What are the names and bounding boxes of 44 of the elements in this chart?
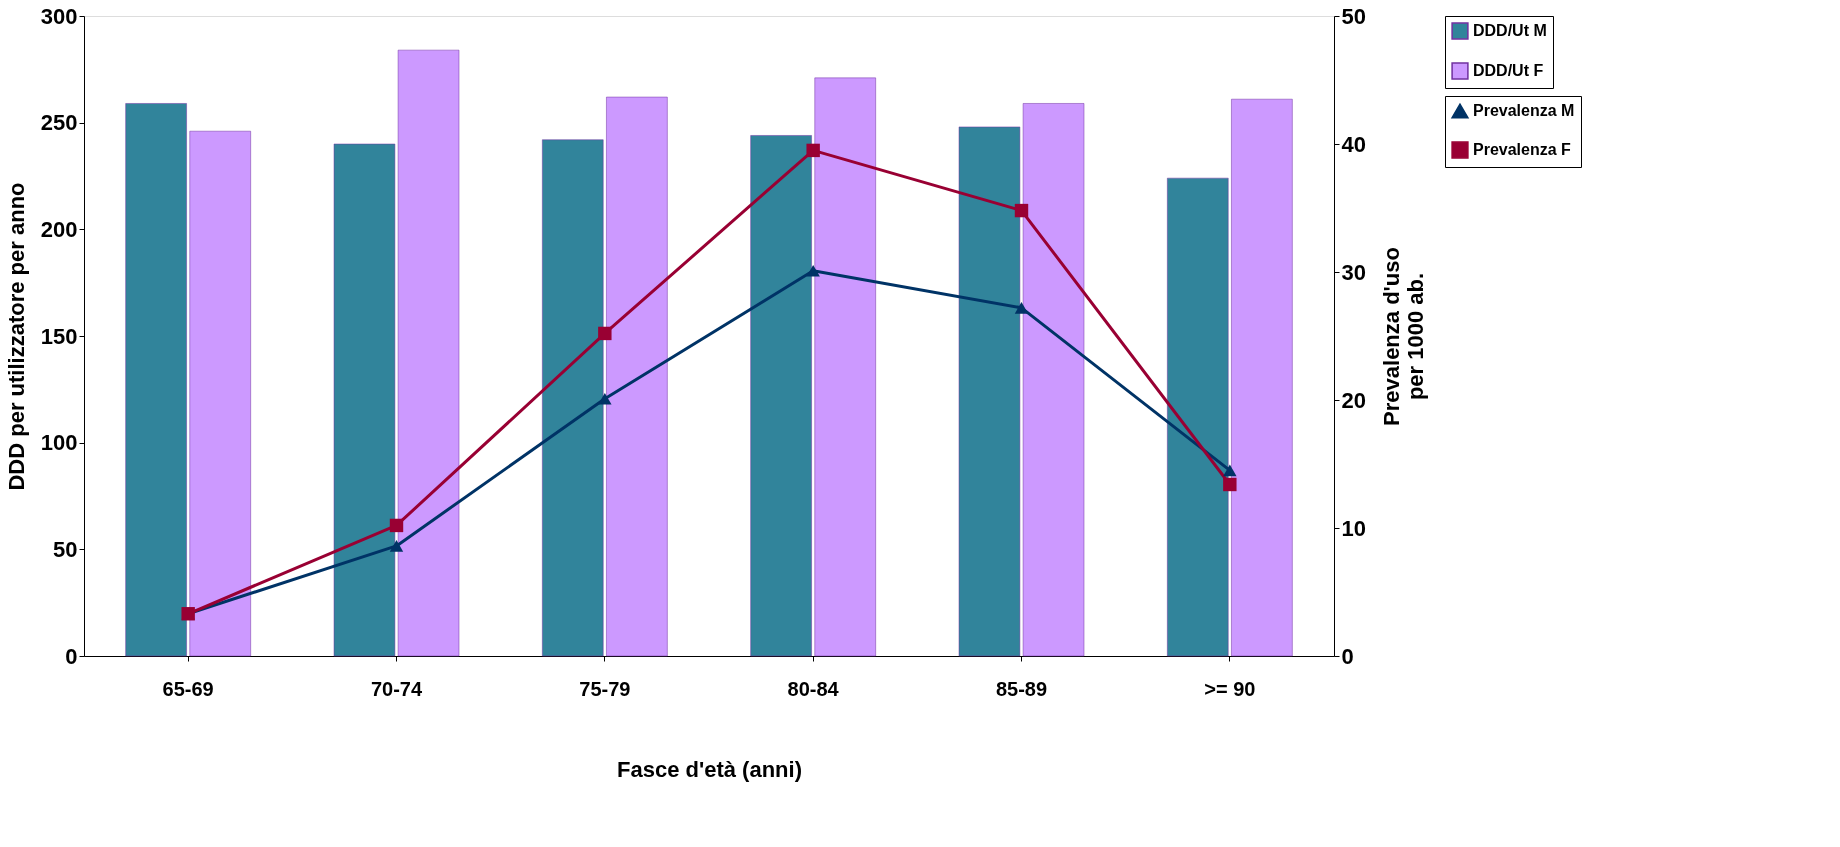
point	[598, 392, 612, 405]
x-tick-label: 80-84	[787, 677, 840, 700]
y-tick-label: 250	[40, 110, 78, 136]
y-axis-title: DDD per utilizzatore per anno	[3, 182, 29, 491]
legend-label: Prevalenza F	[1473, 141, 1572, 158]
point	[389, 518, 404, 533]
y2-tick-label: 20	[1341, 387, 1366, 413]
y2-tick-label: 50	[1341, 3, 1366, 29]
bar	[1231, 98, 1293, 657]
y-tick-label: 150	[40, 323, 78, 349]
x-tick-label: 70-74	[370, 677, 423, 700]
legend-label: Prevalenza M	[1473, 102, 1575, 119]
legend-label: DDD/Ut F	[1473, 62, 1544, 79]
y2-tick-label: 0	[1341, 643, 1354, 669]
x-tick-label: 65-69	[162, 677, 214, 700]
point	[598, 326, 612, 341]
y-tick-label: 50	[53, 536, 78, 562]
legend-label: DDD/Ut M	[1473, 22, 1547, 39]
y-tick-label: 100	[40, 430, 78, 456]
bar	[1167, 177, 1229, 657]
point	[1014, 302, 1029, 314]
y-tick-label: 200	[40, 216, 78, 242]
y-tick-label: 0	[65, 643, 78, 669]
x-axis-title: Fasce d'età (anni)	[617, 756, 802, 782]
bar	[750, 135, 812, 657]
bar	[542, 139, 604, 657]
bar	[814, 77, 876, 657]
point	[389, 540, 404, 552]
bar	[189, 130, 251, 657]
point	[806, 264, 820, 277]
bar	[606, 96, 668, 657]
point	[1223, 464, 1237, 477]
point	[1223, 477, 1237, 492]
x-tick-label: >= 90	[1204, 677, 1256, 700]
y2-tick-label: 30	[1341, 259, 1366, 285]
y2-tick-label: 10	[1341, 515, 1366, 541]
x-tick-label: 85-89	[995, 677, 1048, 700]
x-tick-label: 75-79	[579, 677, 631, 700]
point	[806, 143, 820, 158]
y-tick-label: 300	[40, 3, 78, 29]
y2-tick-label: 40	[1341, 131, 1366, 157]
point	[1014, 203, 1029, 218]
bar	[125, 103, 187, 657]
y2-axis-title: Prevalenza d'uso per 1000 ab.	[1378, 247, 1428, 426]
